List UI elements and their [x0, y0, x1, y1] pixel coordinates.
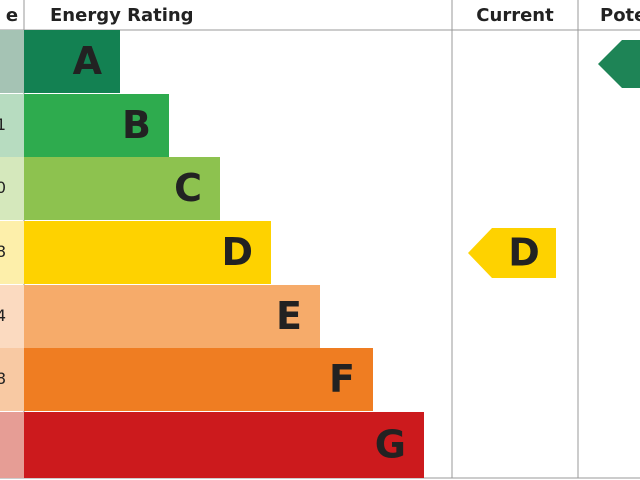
rating-bar	[24, 30, 120, 93]
score-cell	[0, 30, 24, 93]
score-text: 8	[0, 369, 6, 388]
rating-bar	[24, 412, 424, 478]
header-score: e	[6, 5, 18, 26]
header-current: Current	[476, 5, 554, 26]
current-letter: D	[508, 231, 540, 275]
rating-letter: G	[375, 423, 406, 467]
rating-rows: AB 1 C 0 D 8 E 4 F 8 G	[0, 30, 424, 478]
score-text: 4	[0, 306, 6, 325]
rating-letter: B	[122, 103, 151, 147]
score-text: 8	[0, 242, 6, 261]
rating-bar	[24, 94, 169, 157]
score-cell	[0, 157, 24, 220]
score-cell	[0, 285, 24, 348]
score-text: 0	[0, 178, 6, 197]
rating-letter: D	[221, 230, 253, 274]
header-potential: Pote	[600, 5, 640, 26]
rating-letter: F	[329, 357, 355, 401]
score-cell	[0, 221, 24, 284]
score-cell	[0, 412, 24, 478]
header-rating: Energy Rating	[50, 5, 194, 26]
score-cell	[0, 94, 24, 157]
rating-letter: A	[73, 39, 103, 83]
rating-bar	[24, 157, 220, 220]
current-arrow	[468, 228, 556, 278]
rating-letter: E	[276, 294, 302, 338]
rating-bar	[24, 285, 320, 348]
score-cell	[0, 348, 24, 411]
potential-arrow	[598, 40, 640, 88]
rating-bar	[24, 221, 271, 284]
score-text: 1	[0, 115, 6, 134]
rating-bar	[24, 348, 373, 411]
rating-letter: C	[174, 166, 202, 210]
